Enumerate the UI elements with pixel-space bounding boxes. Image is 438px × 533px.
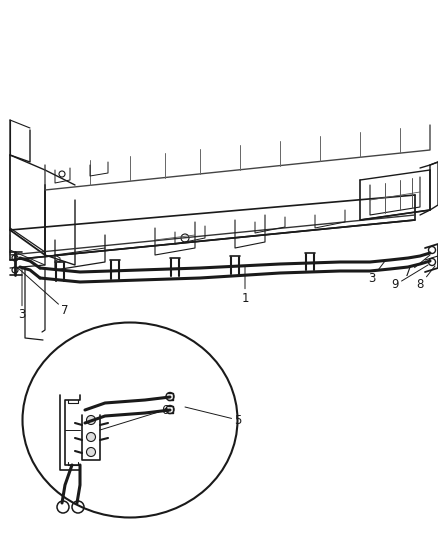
Circle shape xyxy=(86,432,95,441)
Circle shape xyxy=(86,416,95,424)
Text: 9: 9 xyxy=(391,265,428,292)
Text: 7: 7 xyxy=(18,268,69,317)
Text: 5: 5 xyxy=(185,407,242,426)
Circle shape xyxy=(59,171,65,177)
Circle shape xyxy=(86,448,95,456)
Text: 1: 1 xyxy=(241,267,249,304)
Circle shape xyxy=(181,234,189,242)
Text: 6: 6 xyxy=(100,403,169,430)
Text: 3: 3 xyxy=(18,268,26,321)
Text: 8: 8 xyxy=(416,266,435,292)
Text: 7: 7 xyxy=(404,255,430,279)
Text: 3: 3 xyxy=(368,261,385,285)
